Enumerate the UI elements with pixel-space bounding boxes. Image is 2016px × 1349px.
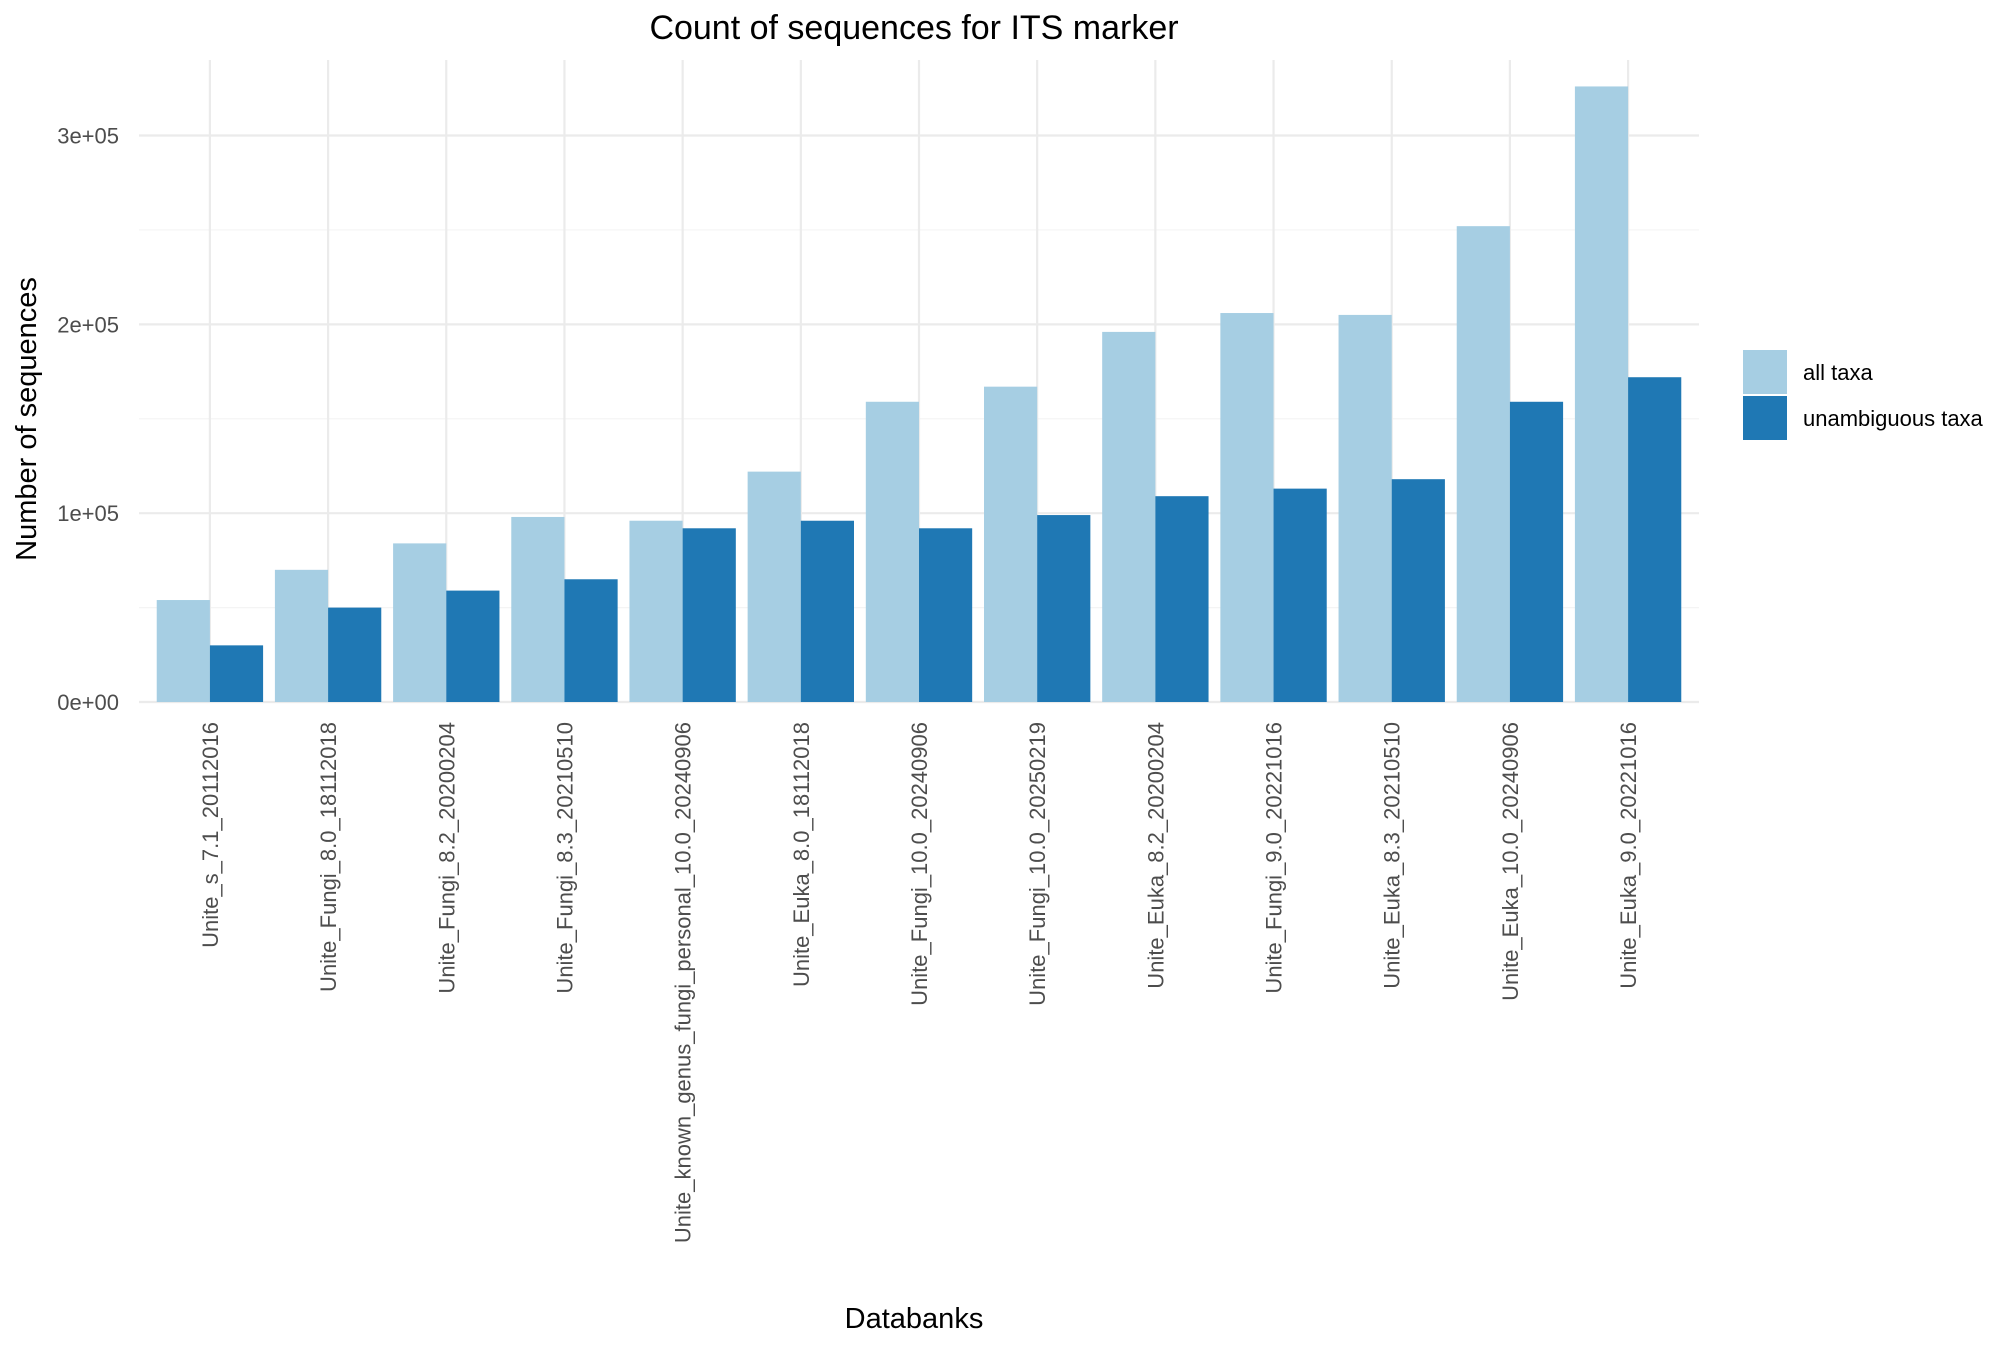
bar-unambiguous-taxa [682,528,736,702]
x-tick-label: Unite_Euka_8.0_18112018 [789,722,814,987]
bar-unambiguous-taxa [1628,377,1682,702]
legend: all taxa unambiguous taxa [1743,350,1984,440]
bar-all-taxa [1338,314,1392,702]
x-axis-title: Databanks [845,1303,984,1335]
bar-unambiguous-taxa [1273,488,1327,702]
bar-all-taxa [511,516,565,702]
x-axis-ticks: Unite_s_7.1_20112016 Unite_Fungi_8.0_1811… [198,722,1641,1243]
bar-all-taxa [1220,313,1274,702]
legend-label: unambiguous taxa [1803,406,1984,431]
legend-key-all-taxa [1743,350,1787,394]
x-tick-label: Unite_Euka_10.0_20240906 [1498,722,1523,1001]
bar-all-taxa [1102,331,1156,702]
bar-unambiguous-taxa [919,528,973,702]
bar-unambiguous-taxa [1155,496,1209,702]
x-tick-label: Unite_s_7.1_20112016 [198,722,223,948]
chart-title: Count of sequences for ITS marker [649,9,1178,47]
bar-all-taxa [156,600,210,702]
y-tick-label: 3e+05 [57,124,119,149]
bar-unambiguous-taxa [1391,479,1445,702]
bar-all-taxa [747,471,801,702]
bar-unambiguous-taxa [1037,515,1091,702]
legend-key-unambiguous-taxa [1743,396,1787,440]
y-tick-label: 2e+05 [57,312,119,337]
y-tick-label: 1e+05 [57,501,119,526]
bar-all-taxa [1574,86,1629,702]
y-tick-label: 0e+00 [57,690,119,715]
bar-all-taxa [1456,226,1510,702]
bar-all-taxa [274,569,329,702]
bar-unambiguous-taxa [800,520,854,702]
bar-all-taxa [865,401,919,702]
x-tick-label: Unite_Euka_9.0_20221016 [1616,722,1641,989]
bar-unambiguous-taxa [209,645,264,702]
bar-all-taxa [393,543,447,702]
y-axis-title: Number of sequences [11,277,43,561]
x-tick-label: Unite_Fungi_8.2_20200204 [434,722,459,994]
bars [156,86,1682,702]
bar-unambiguous-taxa [564,579,618,702]
x-tick-label: Unite_Fungi_10.0_20250219 [1025,722,1050,1006]
bar-all-taxa [629,520,683,702]
x-tick-label: Unite_Euka_8.3_20210510 [1380,722,1405,989]
bar-all-taxa [984,386,1038,702]
x-tick-label: Unite_known_genus_fungi_personal_10.0_20… [671,722,696,1243]
bar-unambiguous-taxa [1509,401,1564,702]
legend-label: all taxa [1803,360,1873,385]
x-tick-label: Unite_Fungi_8.3_20210510 [552,722,577,994]
x-tick-label: Unite_Fungi_10.0_20240906 [907,722,932,1006]
x-tick-label: Unite_Fungi_9.0_20221016 [1262,722,1287,994]
x-tick-label: Unite_Euka_8.2_20200204 [1143,722,1168,989]
bar-unambiguous-taxa [328,607,382,702]
x-tick-label: Unite_Fungi_8.0_18112018 [316,722,341,992]
y-axis-ticks: 0e+00 1e+05 2e+05 3e+05 [57,124,119,715]
bar-unambiguous-taxa [446,590,500,702]
